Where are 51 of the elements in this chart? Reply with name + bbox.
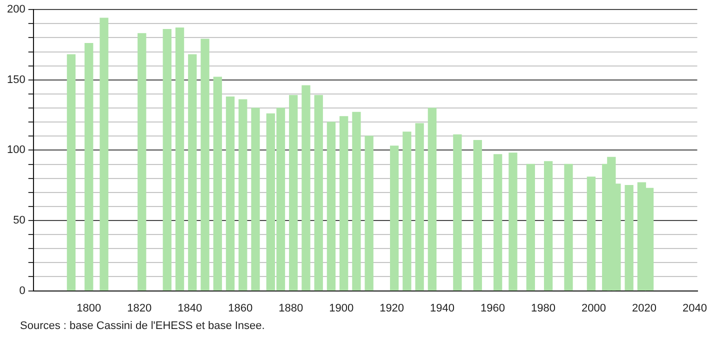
- bar: [624, 185, 634, 291]
- bar: [586, 176, 596, 291]
- bar: [162, 28, 172, 291]
- x-tick-label: 1960: [480, 302, 506, 314]
- bar: [428, 108, 437, 291]
- y-tick-label: 100: [6, 144, 26, 156]
- bar: [494, 154, 502, 291]
- bar: [302, 85, 310, 291]
- x-tick-label: 1900: [329, 302, 354, 314]
- bar: [564, 164, 573, 291]
- x-tick-label: 1980: [531, 302, 556, 314]
- bar: [526, 164, 535, 291]
- y-tick-label: 50: [13, 214, 26, 227]
- bar: [402, 132, 412, 291]
- bar: [226, 96, 235, 291]
- bar: [213, 76, 222, 291]
- x-tick-label: 2000: [582, 302, 606, 314]
- x-tick-label: 2040: [682, 302, 707, 314]
- source-note: Sources : base Cassini de l'EHESS et base Insee.: [20, 320, 266, 332]
- y-tick-label: 150: [6, 74, 26, 86]
- bar: [289, 95, 298, 291]
- x-tick-label: 1860: [228, 302, 253, 314]
- bar: [453, 134, 462, 291]
- x-tick-label: 2020: [632, 302, 656, 314]
- bar: [66, 54, 76, 291]
- bar: [138, 33, 146, 291]
- bar: [352, 112, 361, 291]
- bar: [473, 140, 482, 291]
- x-tick-label: 1940: [430, 302, 455, 314]
- y-tick-label: 0: [19, 284, 26, 297]
- bar: [200, 38, 210, 291]
- bar: [175, 28, 184, 291]
- bar: [188, 54, 197, 291]
- bar: [390, 146, 399, 291]
- bar: [251, 108, 260, 291]
- bar: [508, 152, 518, 291]
- x-tick-label: 1880: [278, 302, 304, 314]
- x-tick-label: 1800: [76, 302, 102, 314]
- bar: [100, 18, 108, 291]
- bar: [238, 99, 248, 291]
- bar: [544, 161, 553, 291]
- bar: [340, 116, 348, 291]
- x-tick-label: 1840: [178, 302, 202, 314]
- y-tick-label: 200: [6, 4, 26, 16]
- bar: [415, 123, 424, 291]
- x-tick-label: 1820: [127, 302, 152, 314]
- bar: [326, 122, 336, 291]
- bar: [84, 43, 94, 291]
- x-tick-label: 1920: [380, 302, 404, 314]
- bar: [314, 95, 323, 291]
- bar: [364, 136, 374, 291]
